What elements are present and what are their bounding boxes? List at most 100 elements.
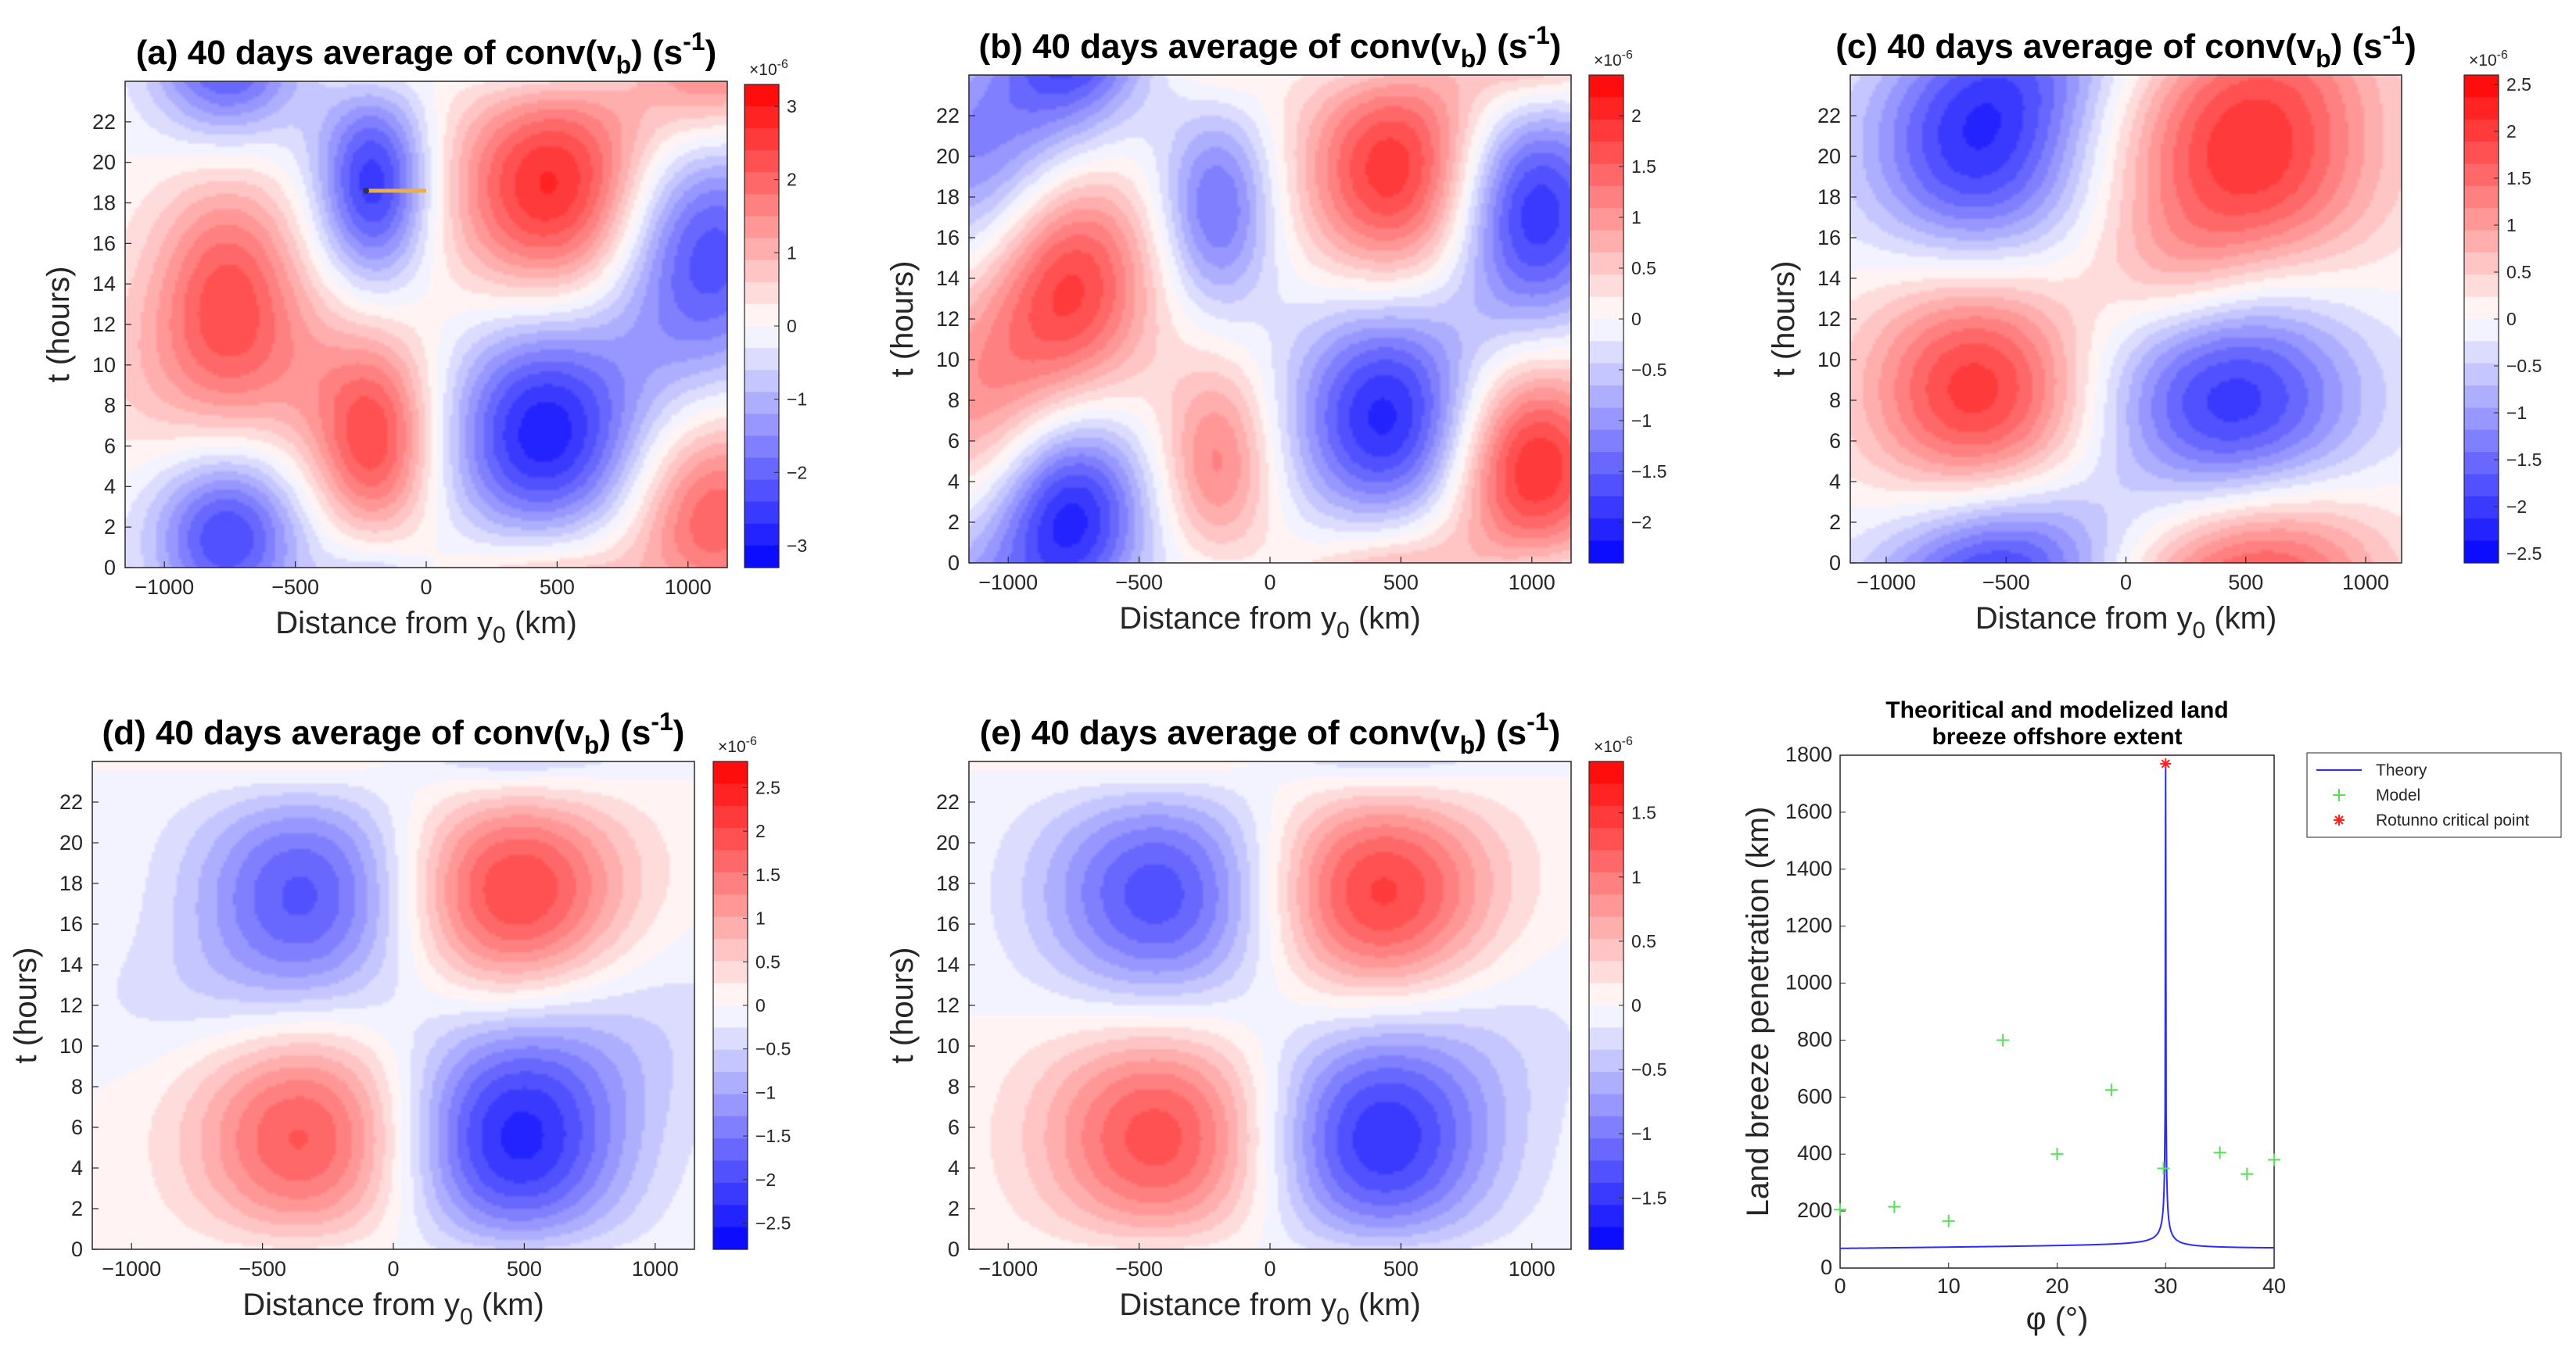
model-point <box>2104 1084 2118 1097</box>
colorbar-tick-label: 0 <box>787 316 797 336</box>
y-tick-label: 16 <box>936 912 960 936</box>
colorbar: −2.5 −2 −1.5 −1 −0.5 0 0.5 1 1.5 2 2.5 ×10-6 <box>712 735 791 1250</box>
model-point <box>1942 1214 1955 1227</box>
colorbar-band <box>1589 783 1623 807</box>
legend-frame <box>2306 752 2562 838</box>
colorbar-band <box>713 1160 748 1184</box>
colorbar-band <box>713 1027 748 1051</box>
colorbar-tick-label: −1.5 <box>755 1126 791 1146</box>
colorbar-band <box>744 414 779 437</box>
y-tick-label: 18 <box>1817 185 1841 209</box>
colorbar-band <box>2464 185 2499 209</box>
colorbar-band <box>1589 163 1623 187</box>
y-tick-label: 8 <box>1829 389 1841 412</box>
x-tick-label: 0 <box>2120 571 2132 594</box>
colorbar-tick-label: 1 <box>755 908 766 929</box>
colorbar-band <box>1589 761 1623 784</box>
y-tick-label: 18 <box>936 185 960 209</box>
colorbar-tick-label: 1 <box>2506 215 2517 235</box>
y-tick-label: 8 <box>104 394 116 417</box>
colorbar-band <box>1589 916 1623 940</box>
colorbar-tick-label: −1.5 <box>1631 1188 1667 1208</box>
colorbar-band <box>1589 385 1623 409</box>
x-tick-label: 0 <box>420 575 432 599</box>
y-tick-label: 8 <box>948 1075 960 1098</box>
y-tick-label: 6 <box>948 429 960 453</box>
x-tick-label: 0 <box>1264 1257 1275 1281</box>
x-tick-label: 0 <box>387 1257 399 1281</box>
panel-title: (b) 40 days average of conv(vb) (s-1) <box>979 21 1562 73</box>
y-tick-label: 16 <box>59 912 83 936</box>
x-tick-label: −1000 <box>135 575 194 599</box>
y-tick-label: 12 <box>59 994 83 1017</box>
colorbar-band <box>1589 1138 1623 1162</box>
y-tick-label: 2 <box>948 511 960 534</box>
colorbar-band <box>2464 540 2499 564</box>
x-tick-label: 500 <box>1383 571 1419 594</box>
y-tick-label: 12 <box>936 307 960 331</box>
x-tick-label: −1000 <box>978 1257 1038 1281</box>
colorbar-band <box>2464 341 2499 364</box>
x-tick-label: −1000 <box>1857 571 1916 594</box>
y-axis-label: t (hours) <box>885 948 920 1064</box>
panel-c: −1000 −500 0 500 10000246810121416182022(c) … <box>1767 21 2542 643</box>
colorbar: −1.5 −1 −0.5 0 0.5 1 1.5 ×10-6 <box>1588 735 1667 1250</box>
colorbar-band <box>2464 518 2499 542</box>
x-tick-label: 1000 <box>632 1257 679 1281</box>
legend-item: Theory <box>2316 761 2427 779</box>
colorbar-tick-label: −2 <box>2506 496 2527 517</box>
colorbar-band <box>744 260 779 283</box>
x-tick-label: −500 <box>1115 571 1163 594</box>
y-tick-label: 0 <box>71 1238 83 1261</box>
annotation-point <box>363 187 369 194</box>
x-axis-label: Distance from y0 (km) <box>242 1288 544 1330</box>
colorbar-band <box>744 348 779 371</box>
legend: Theory Model Rotunno critical point <box>2306 752 2562 838</box>
colorbar-band <box>1589 983 1623 1006</box>
colorbar-band <box>2464 319 2499 342</box>
y-axis-label: t (hours) <box>1767 261 1801 378</box>
colorbar-band <box>744 457 779 481</box>
colorbar-band <box>744 392 779 414</box>
x-tick-label: −500 <box>1115 1257 1163 1281</box>
y-tick-label: 4 <box>71 1156 83 1180</box>
colorbar-band <box>713 828 748 851</box>
colorbar-band <box>713 938 748 962</box>
y-tick-label: 0 <box>948 551 960 575</box>
colorbar-band <box>1589 805 1623 829</box>
colorbar-tick-label: 1 <box>1631 207 1641 228</box>
colorbar-band <box>1589 230 1623 253</box>
y-tick-label: 0 <box>104 556 116 579</box>
colorbar-band <box>713 894 748 918</box>
colorbar-band <box>713 783 748 807</box>
panel-f: 0 10 20 30 400200400600800100012001400160018… <box>1741 697 2286 1336</box>
colorbar-band <box>713 1116 748 1139</box>
colorbar-band <box>744 84 779 107</box>
x-tick-label: 500 <box>2228 571 2263 594</box>
colorbar-band <box>1589 518 1623 542</box>
colorbar-tick-label: −2 <box>787 462 807 482</box>
colorbar-band <box>1589 296 1623 320</box>
colorbar-band <box>744 545 779 568</box>
colorbar-band <box>1589 407 1623 431</box>
x-axis-label: Distance from y0 (km) <box>275 606 577 648</box>
colorbar-tick-label: 0 <box>1631 995 1641 1016</box>
colorbar-band <box>1589 850 1623 873</box>
x-tick-label: 500 <box>507 1257 542 1281</box>
colorbar-band <box>1589 1182 1623 1206</box>
colorbar-tick-label: 3 <box>787 96 797 116</box>
model-point <box>2050 1148 2064 1161</box>
colorbar-band <box>2464 363 2499 386</box>
colorbar-tick-label: 0.5 <box>1631 931 1656 951</box>
colorbar-tick-label: 2 <box>787 170 797 190</box>
colorbar-multiplier: ×10-6 <box>1594 48 1633 70</box>
y-tick-label: 0 <box>1829 551 1841 575</box>
colorbar-band <box>744 128 779 151</box>
x-tick-label: 0 <box>1264 571 1275 594</box>
y-tick-label: 2 <box>104 515 116 539</box>
colorbar-band <box>1589 142 1623 165</box>
colorbar-tick-label: 2 <box>1631 106 1641 126</box>
colorbar-band <box>1589 872 1623 895</box>
y-tick-label: 20 <box>59 831 83 854</box>
y-tick-label: 18 <box>59 872 83 895</box>
